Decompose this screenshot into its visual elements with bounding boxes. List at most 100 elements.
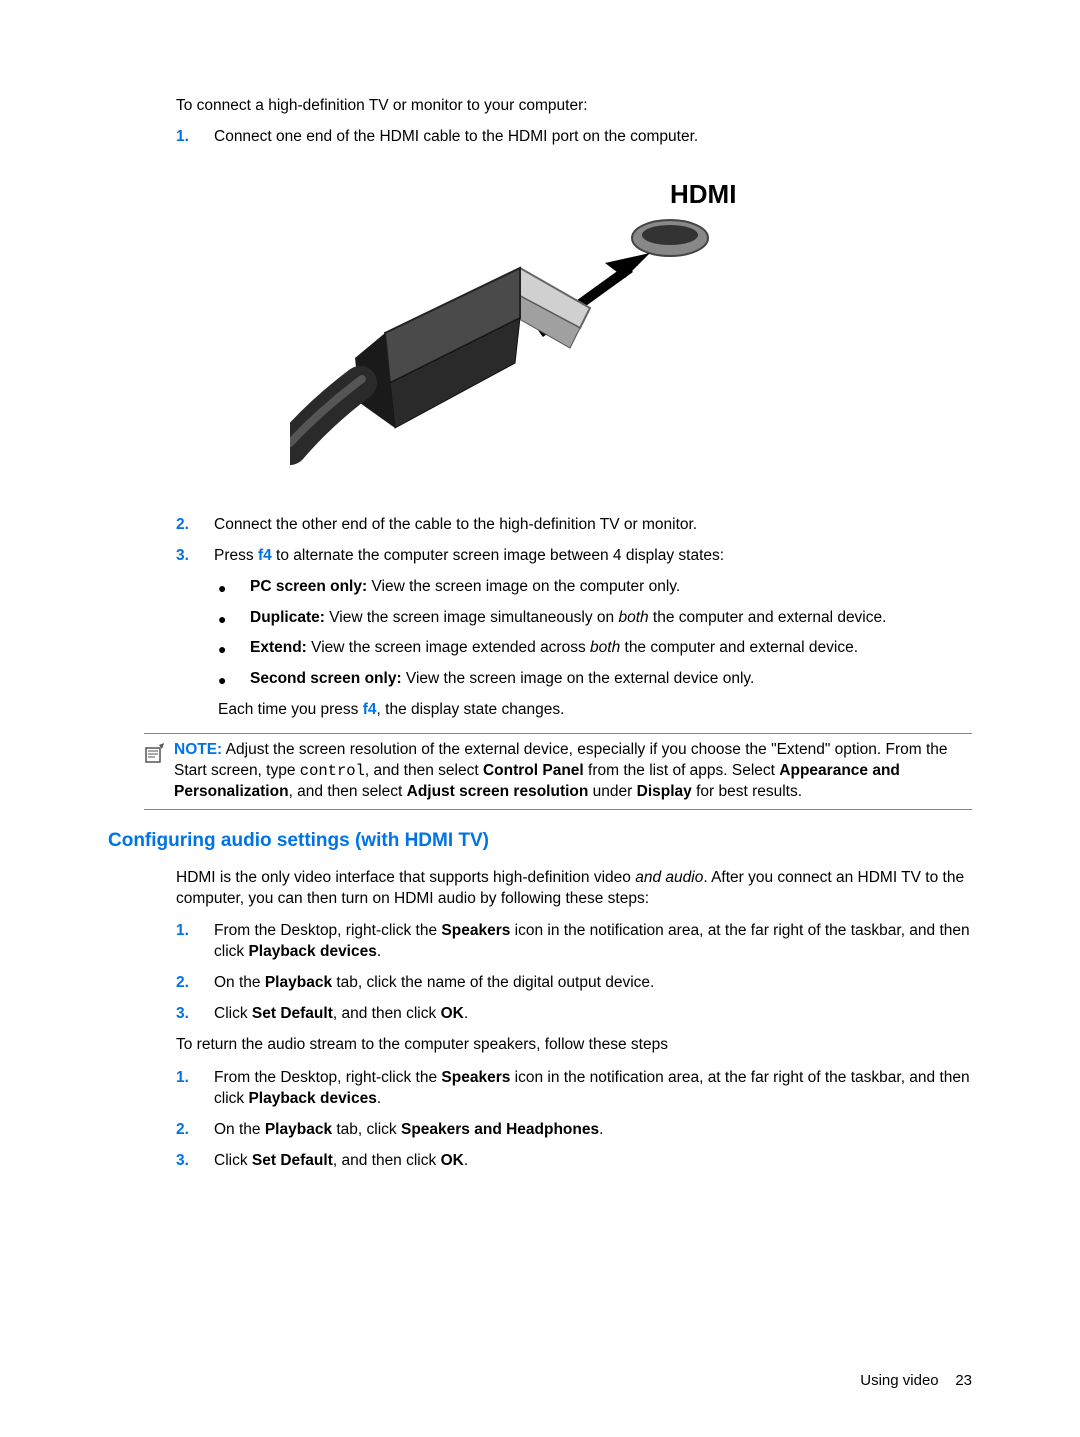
step-row: 2. On the Playback tab, click Speakers a… xyxy=(176,1120,972,1141)
text-segment: Each time you press xyxy=(218,701,363,718)
text-segment: from the list of apps. Select xyxy=(584,762,780,779)
text-segment: Click xyxy=(214,1005,252,1022)
text-segment: . xyxy=(599,1121,603,1138)
text-segment: View the screen image on the computer on… xyxy=(367,578,680,595)
text-segment: , and then select xyxy=(365,762,483,779)
step-row: 3. Click Set Default, and then click OK. xyxy=(176,1004,972,1025)
text-segment: , and then click xyxy=(333,1152,441,1169)
text-segment: . xyxy=(464,1152,468,1169)
text-segment: . xyxy=(377,1090,381,1107)
text-segment: , and then select xyxy=(289,783,407,800)
text-segment: Press xyxy=(214,547,258,564)
ui-term: Set Default xyxy=(252,1005,333,1022)
text-segment: From the Desktop, right-click the xyxy=(214,1069,441,1086)
text-segment: Click xyxy=(214,1152,252,1169)
text-segment: the computer and external device. xyxy=(649,609,887,626)
ui-term: OK xyxy=(441,1152,464,1169)
text-emphasis: both xyxy=(618,609,648,626)
step-text: On the Playback tab, click Speakers and … xyxy=(214,1120,972,1141)
note-icon xyxy=(144,740,174,803)
ui-term: Playback devices xyxy=(248,1090,376,1107)
note-text: NOTE: Adjust the screen resolution of th… xyxy=(174,740,972,803)
step-text: On the Playback tab, click the name of t… xyxy=(214,973,972,994)
step-number: 3. xyxy=(176,1151,214,1172)
text-segment: for best results. xyxy=(692,783,802,800)
hdmi-label: HDMI xyxy=(670,179,736,209)
step-text: Click Set Default, and then click OK. xyxy=(214,1004,972,1025)
item-text: Extend: View the screen image extended a… xyxy=(250,638,972,659)
step-row: 1. From the Desktop, right-click the Spe… xyxy=(176,1068,972,1110)
step-row: 2. Connect the other end of the cable to… xyxy=(176,515,972,536)
text-segment: On the xyxy=(214,1121,265,1138)
ui-term: Playback devices xyxy=(248,943,376,960)
bullet-icon: ● xyxy=(218,608,250,629)
ui-term: Adjust screen resolution xyxy=(407,783,589,800)
step-number: 1. xyxy=(176,1068,214,1110)
text-segment: View the screen image extended across xyxy=(307,639,590,656)
display-states-list: ● PC screen only: View the screen image … xyxy=(218,577,972,691)
list-item: ● Extend: View the screen image extended… xyxy=(218,638,972,659)
intro-text: To connect a high-definition TV or monit… xyxy=(176,96,972,117)
step-number: 2. xyxy=(176,1120,214,1141)
step-number: 1. xyxy=(176,127,214,148)
step-number: 3. xyxy=(176,1004,214,1025)
step-text: Click Set Default, and then click OK. xyxy=(214,1151,972,1172)
bullet-icon: ● xyxy=(218,577,250,598)
section-heading: Configuring audio settings (with HDMI TV… xyxy=(108,828,972,854)
ui-term: Speakers xyxy=(441,1069,510,1086)
step-row: 2. On the Playback tab, click the name o… xyxy=(176,973,972,994)
step-number: 1. xyxy=(176,921,214,963)
text-segment: to alternate the computer screen image b… xyxy=(272,547,724,564)
step-row: 1. Connect one end of the HDMI cable to … xyxy=(176,127,972,148)
step-number: 3. xyxy=(176,546,214,567)
step-row: 3. Click Set Default, and then click OK. xyxy=(176,1151,972,1172)
text-segment: View the screen image simultaneously on xyxy=(325,609,619,626)
ui-term: Set Default xyxy=(252,1152,333,1169)
footer-section: Using video xyxy=(860,1372,938,1389)
text-segment: . xyxy=(464,1005,468,1022)
text-emphasis: and audio xyxy=(635,869,703,886)
item-label: Duplicate: xyxy=(250,609,325,626)
hdmi-figure: HDMI xyxy=(108,173,972,480)
f4-key: f4 xyxy=(258,547,272,564)
text-segment: tab, click the name of the digital outpu… xyxy=(332,974,654,991)
hdmi-port-icon xyxy=(632,220,708,256)
bullet-icon: ● xyxy=(218,638,250,659)
ui-term: Display xyxy=(637,783,692,800)
step-text: Connect the other end of the cable to th… xyxy=(214,515,972,536)
text-segment: under xyxy=(588,783,636,800)
text-emphasis: both xyxy=(590,639,620,656)
document-page: To connect a high-definition TV or monit… xyxy=(0,0,1080,1242)
text-segment: From the Desktop, right-click the xyxy=(214,922,441,939)
text-segment: HDMI is the only video interface that su… xyxy=(176,869,635,886)
step-number: 2. xyxy=(176,515,214,536)
text-segment: tab, click xyxy=(332,1121,401,1138)
step-text: Connect one end of the HDMI cable to the… xyxy=(214,127,972,148)
text-segment: On the xyxy=(214,974,265,991)
note-label: NOTE: xyxy=(174,741,222,758)
list-item: ● Duplicate: View the screen image simul… xyxy=(218,608,972,629)
code-text: control xyxy=(300,762,365,780)
note-callout: NOTE: Adjust the screen resolution of th… xyxy=(144,733,972,810)
page-footer: Using video 23 xyxy=(860,1371,972,1391)
list-item: ● Second screen only: View the screen im… xyxy=(218,669,972,690)
step-text: From the Desktop, right-click the Speake… xyxy=(214,921,972,963)
step-number: 2. xyxy=(176,973,214,994)
item-label: Extend: xyxy=(250,639,307,656)
text-segment: . xyxy=(377,943,381,960)
text-segment: , and then click xyxy=(333,1005,441,1022)
ui-term: OK xyxy=(441,1005,464,1022)
ui-term: Speakers and Headphones xyxy=(401,1121,599,1138)
hdmi-connector-icon xyxy=(290,268,590,448)
item-label: Second screen only: xyxy=(250,670,402,687)
item-text: Second screen only: View the screen imag… xyxy=(250,669,972,690)
f4-key: f4 xyxy=(363,701,377,718)
step-text: From the Desktop, right-click the Speake… xyxy=(214,1068,972,1110)
bullet-icon: ● xyxy=(218,669,250,690)
ui-term: Playback xyxy=(265,1121,332,1138)
step-text: Press f4 to alternate the computer scree… xyxy=(214,546,972,567)
item-label: PC screen only: xyxy=(250,578,367,595)
ui-term: Playback xyxy=(265,974,332,991)
each-time-text: Each time you press f4, the display stat… xyxy=(218,700,972,721)
hdmi-audio-intro: HDMI is the only video interface that su… xyxy=(176,868,972,910)
